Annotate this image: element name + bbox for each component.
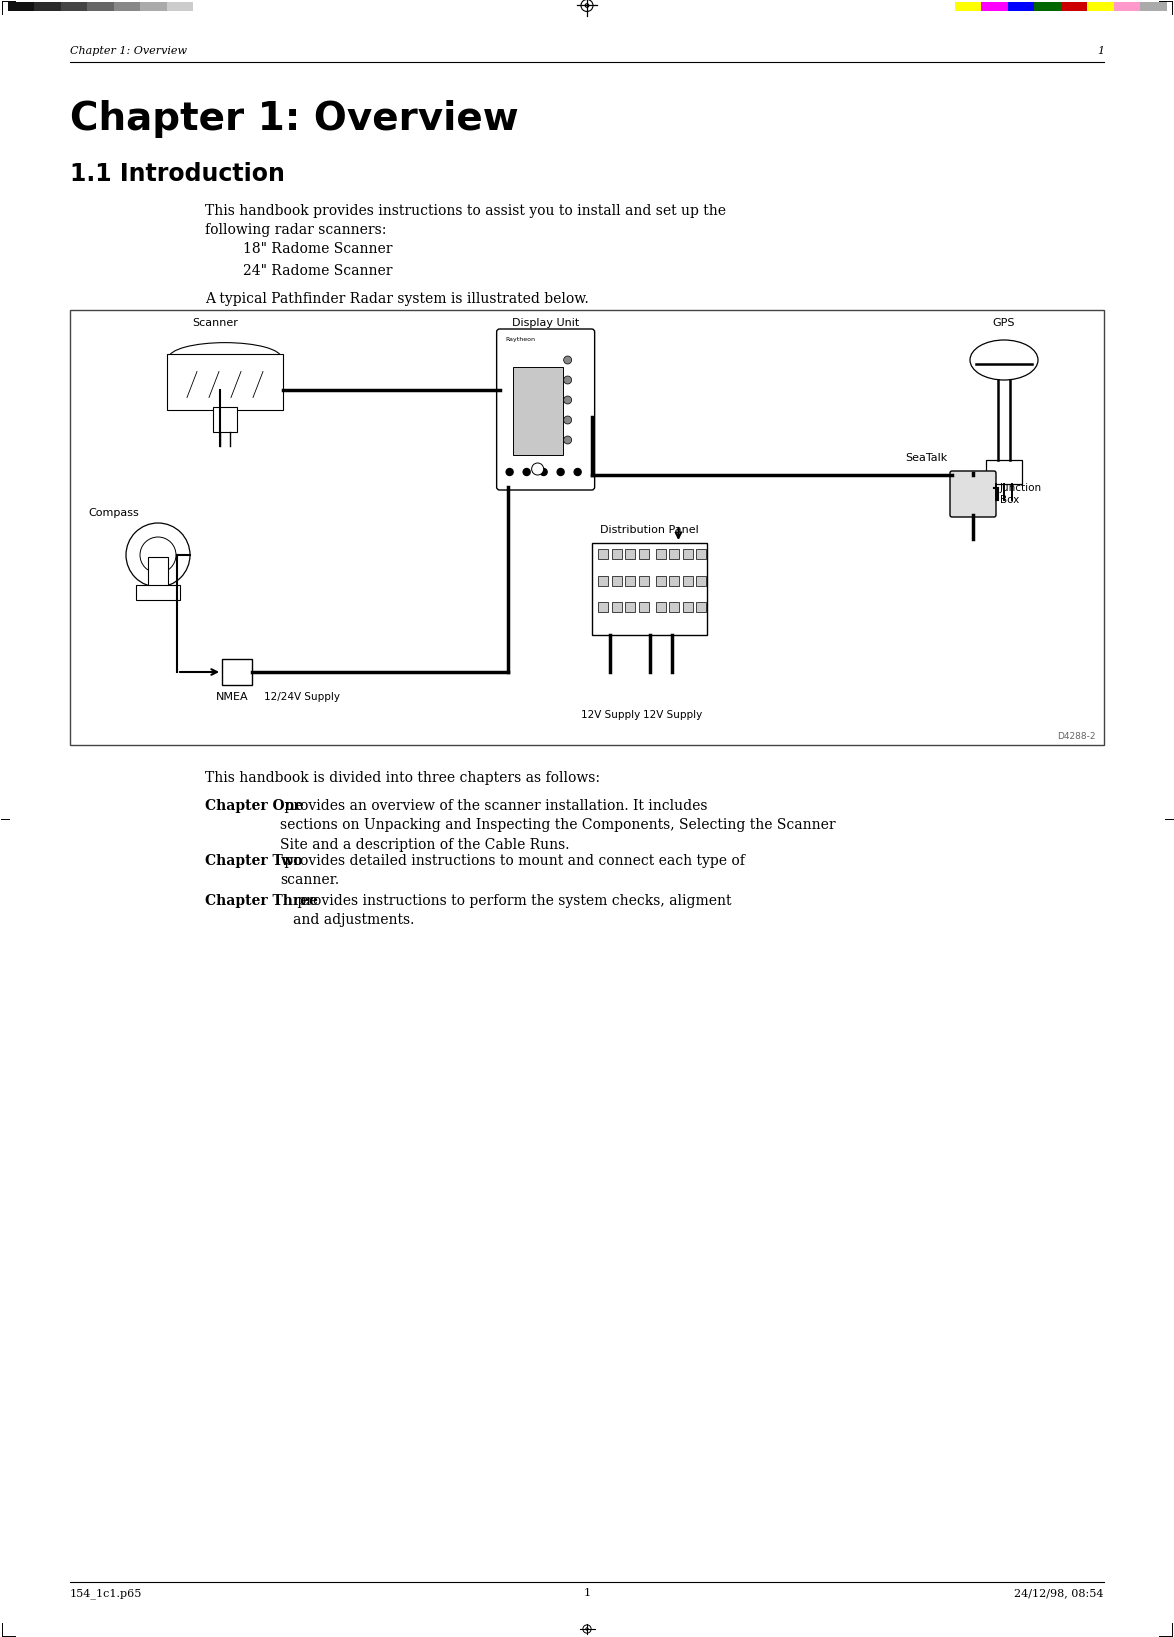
Bar: [639, 576, 649, 586]
Bar: [513, 367, 562, 455]
Circle shape: [564, 355, 572, 363]
Bar: [1034, 2, 1060, 11]
Bar: [682, 576, 693, 586]
Bar: [612, 548, 622, 558]
Circle shape: [564, 416, 572, 424]
Text: Scanner: Scanner: [193, 318, 238, 327]
Bar: [639, 602, 649, 612]
Bar: [669, 576, 680, 586]
FancyBboxPatch shape: [497, 329, 595, 489]
Text: 24" Radome Scanner: 24" Radome Scanner: [243, 264, 392, 278]
Bar: [981, 2, 1007, 11]
Bar: [599, 602, 608, 612]
Bar: [1113, 2, 1140, 11]
Ellipse shape: [970, 340, 1038, 380]
FancyBboxPatch shape: [950, 471, 996, 517]
Bar: [167, 2, 193, 11]
Bar: [222, 660, 252, 684]
Text: 24/12/98, 08:54: 24/12/98, 08:54: [1014, 1588, 1104, 1598]
Bar: [599, 576, 608, 586]
Circle shape: [532, 463, 544, 475]
Bar: [669, 602, 680, 612]
Text: 1: 1: [583, 1588, 591, 1598]
Bar: [655, 576, 666, 586]
Bar: [1087, 2, 1113, 11]
Bar: [626, 576, 635, 586]
Bar: [140, 2, 167, 11]
Text: Chapter 1: Overview: Chapter 1: Overview: [70, 100, 519, 138]
Text: Chapter 1: Overview: Chapter 1: Overview: [70, 46, 187, 56]
Text: Display Unit: Display Unit: [512, 318, 579, 327]
Text: This handbook provides instructions to assist you to install and set up the
foll: This handbook provides instructions to a…: [205, 205, 726, 237]
Text: provides instructions to perform the system checks, aligment
and adjustments.: provides instructions to perform the sys…: [294, 894, 731, 928]
Text: provides detailed instructions to mount and connect each type of
scanner.: provides detailed instructions to mount …: [279, 855, 744, 887]
Bar: [655, 548, 666, 558]
Text: Chapter One: Chapter One: [205, 799, 304, 814]
Ellipse shape: [169, 342, 282, 373]
Text: SeaTalk: SeaTalk: [905, 453, 947, 463]
Bar: [986, 460, 1023, 485]
Bar: [696, 548, 707, 558]
Text: Chapter Two: Chapter Two: [205, 855, 303, 868]
Text: 12V Supply: 12V Supply: [642, 710, 702, 720]
Bar: [599, 548, 608, 558]
Text: This handbook is divided into three chapters as follows:: This handbook is divided into three chap…: [205, 771, 600, 786]
Bar: [696, 602, 707, 612]
Text: GPS: GPS: [993, 318, 1016, 327]
Text: 1: 1: [1097, 46, 1104, 56]
Text: Junction
Box: Junction Box: [1000, 483, 1043, 506]
Bar: [61, 2, 87, 11]
Bar: [696, 576, 707, 586]
Circle shape: [506, 468, 513, 475]
Bar: [655, 602, 666, 612]
Text: NMEA: NMEA: [216, 692, 249, 702]
Circle shape: [540, 468, 547, 475]
Text: 18" Radome Scanner: 18" Radome Scanner: [243, 242, 392, 255]
Circle shape: [564, 435, 572, 444]
Bar: [669, 548, 680, 558]
Text: 12V Supply: 12V Supply: [581, 710, 640, 720]
Bar: [7, 2, 34, 11]
Text: 1.1 Introduction: 1.1 Introduction: [70, 162, 285, 187]
Bar: [1060, 2, 1087, 11]
Bar: [34, 2, 61, 11]
Bar: [87, 2, 114, 11]
Bar: [167, 355, 283, 409]
Text: Chapter Three: Chapter Three: [205, 894, 318, 909]
Bar: [592, 543, 707, 635]
Text: Distribution Panel: Distribution Panel: [600, 525, 699, 535]
Circle shape: [564, 377, 572, 385]
Bar: [954, 2, 981, 11]
Circle shape: [524, 468, 531, 475]
Bar: [136, 584, 180, 601]
Bar: [682, 602, 693, 612]
Bar: [193, 2, 220, 11]
Bar: [682, 548, 693, 558]
Text: D4288-2: D4288-2: [1058, 732, 1097, 742]
Bar: [626, 548, 635, 558]
Bar: [1007, 2, 1034, 11]
Text: 154_1c1.p65: 154_1c1.p65: [70, 1588, 142, 1599]
Circle shape: [574, 468, 581, 475]
Bar: [70, 309, 1104, 745]
Bar: [114, 2, 140, 11]
Circle shape: [564, 396, 572, 404]
Text: Compass: Compass: [88, 507, 139, 517]
Text: A typical Pathfinder Radar system is illustrated below.: A typical Pathfinder Radar system is ill…: [205, 291, 588, 306]
Bar: [212, 406, 237, 432]
Text: Raytheon: Raytheon: [506, 337, 535, 342]
Text: provides an overview of the scanner installation. It includes
sections on Unpack: provides an overview of the scanner inst…: [279, 799, 836, 851]
Bar: [148, 557, 168, 588]
Circle shape: [558, 468, 565, 475]
Text: 12/24V Supply: 12/24V Supply: [264, 692, 340, 702]
Circle shape: [140, 537, 176, 573]
Circle shape: [126, 522, 190, 588]
Bar: [1140, 2, 1167, 11]
Bar: [639, 548, 649, 558]
Bar: [612, 576, 622, 586]
Bar: [504, 336, 588, 350]
Bar: [612, 602, 622, 612]
Bar: [626, 602, 635, 612]
